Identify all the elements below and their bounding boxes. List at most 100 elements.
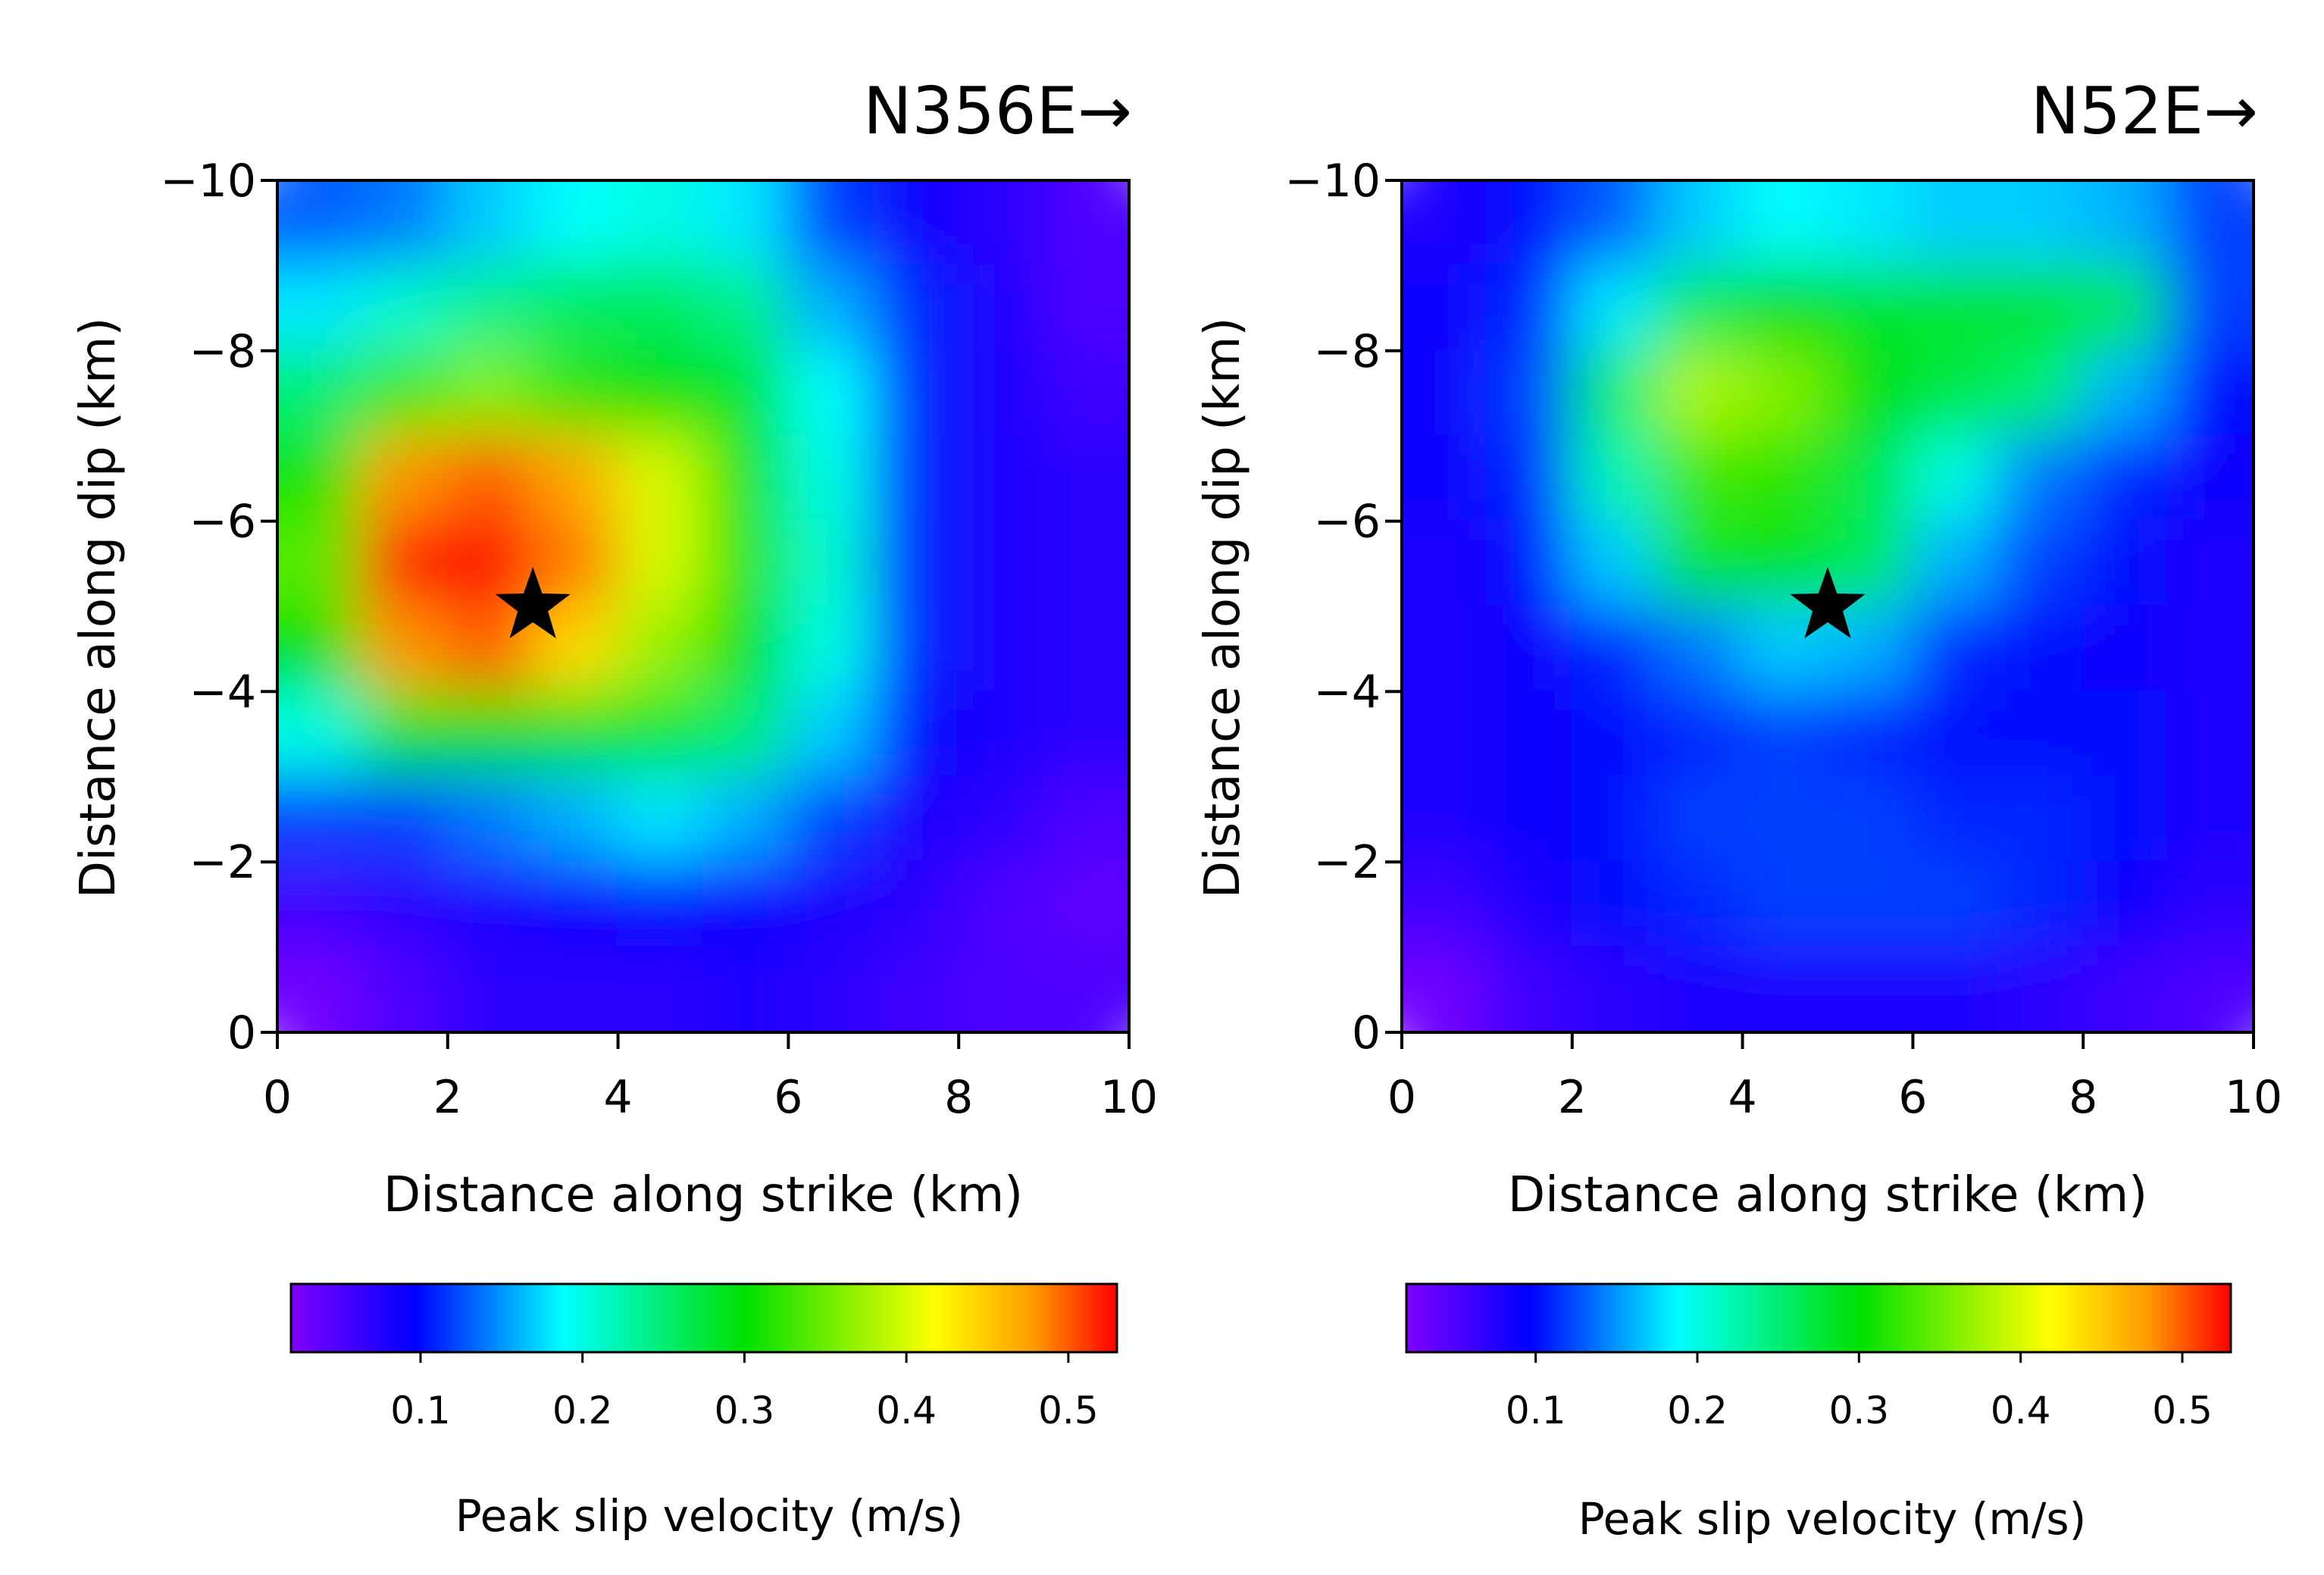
heatmap-cell	[1485, 775, 1574, 864]
x-axis-label: Distance along strike (km)	[1508, 1167, 2147, 1223]
plot-area: 0 2 4 6 8 10 −10 −8 −6 −4 −2 0 Distance along strike…	[1195, 155, 2282, 1223]
heatmap-cell	[1042, 690, 1129, 778]
heatmap-cell	[1042, 180, 1129, 268]
colorbar-gradient	[289, 1282, 1118, 1354]
heatmap-cell	[1485, 180, 1574, 268]
heatmap-cell	[702, 434, 790, 523]
heatmap-cell	[531, 775, 620, 864]
heatmap-cell	[2082, 605, 2170, 694]
heatmap-cell	[277, 945, 364, 1032]
heatmap-edge-cell	[2252, 519, 2254, 608]
heatmap-edge-cell	[2252, 605, 2254, 694]
heatmap-cell	[787, 775, 875, 864]
heatmap-cell	[2166, 775, 2254, 864]
heatmap-cell	[2082, 690, 2170, 778]
heatmap-cell	[871, 605, 961, 694]
plot-frame	[1400, 179, 2255, 1034]
heatmap-edge-cell	[277, 180, 364, 182]
x-tick-label: 4	[1728, 1071, 1757, 1124]
heatmap-cell	[1570, 775, 1659, 864]
plot-frame	[276, 179, 1131, 1034]
panel-title: N52E→	[2031, 74, 2258, 149]
heatmap-cell	[277, 264, 364, 352]
heatmap-cell	[2082, 434, 2170, 523]
heatmap-cell	[957, 690, 1046, 778]
heatmap-cell	[361, 349, 449, 438]
heatmap-edge-cell	[1128, 180, 1129, 268]
heatmap-cell	[2166, 945, 2254, 1032]
heatmap-cell	[1996, 519, 2085, 608]
heatmap-cell	[1570, 945, 1659, 1032]
heatmap-edge-cell	[2252, 860, 2254, 949]
colorbar-tick-label: 0.1	[1506, 1389, 1566, 1433]
heatmap-cell	[871, 434, 961, 523]
heatmap-cell	[1485, 434, 1574, 523]
colorbar-tick-label: 0.3	[1829, 1389, 1890, 1433]
heatmap-edge-cell	[2252, 264, 2254, 352]
heatmap-cell	[957, 434, 1046, 523]
heatmap-cell	[1996, 349, 2085, 438]
heatmap-cell	[702, 945, 790, 1032]
heatmap-cell	[1741, 690, 1829, 778]
heatmap-cell	[957, 180, 1046, 268]
heatmap-cell	[871, 264, 961, 352]
heatmap-cell	[446, 434, 535, 523]
heatmap-edge-cell	[702, 180, 790, 182]
heatmap-cell	[446, 180, 535, 268]
heatmap-cell	[1996, 605, 2085, 694]
colorbar-tick-label: 0.4	[1991, 1389, 2051, 1433]
heatmap-cell	[2166, 690, 2254, 778]
heatmap-cell	[531, 264, 620, 352]
x-tick-label: 4	[604, 1071, 633, 1124]
heatmap-cell	[1996, 264, 2085, 352]
heatmap-cell	[531, 690, 620, 778]
heatmap-cell	[702, 860, 790, 949]
heatmap-edge-cell	[1826, 180, 1915, 182]
heatmap-cell	[446, 945, 535, 1032]
heatmap-edge-cell	[1911, 180, 2000, 182]
heatmap-cell	[1485, 860, 1574, 949]
heatmap-cell	[361, 605, 449, 694]
heatmap-cell	[1570, 180, 1659, 268]
heatmap-cell	[531, 945, 620, 1032]
heatmap-cell	[1656, 860, 1744, 949]
heatmap-cell	[1741, 180, 1829, 268]
heatmap-cells	[277, 180, 1129, 1032]
heatmap-cell	[446, 775, 535, 864]
heatmap-cell	[1741, 775, 1829, 864]
heatmap-cell	[2166, 349, 2254, 438]
heatmap-cell	[1826, 690, 1915, 778]
heatmap-cell	[871, 690, 961, 778]
y-tick-label: −10	[160, 155, 256, 208]
heatmap-cell	[277, 775, 364, 864]
heatmap-cell	[531, 349, 620, 438]
heatmap-cell	[1826, 264, 1915, 352]
heatmap-cell	[1042, 434, 1129, 523]
heatmap-cell	[277, 860, 364, 949]
heatmap-cell	[1485, 349, 1574, 438]
heatmap-cell	[616, 264, 705, 352]
heatmap-cell	[2082, 264, 2170, 352]
x-tick-label: 10	[2225, 1071, 2282, 1124]
heatmap-cell	[957, 775, 1046, 864]
heatmap-cell	[277, 349, 364, 438]
heatmap-cell	[2166, 264, 2254, 352]
heatmap-cell	[787, 180, 875, 268]
heatmap-cell	[1042, 775, 1129, 864]
heatmap-cell	[787, 349, 875, 438]
heatmap-cell	[1656, 605, 1744, 694]
heatmap-cell	[957, 605, 1046, 694]
heatmap-cell	[1996, 690, 2085, 778]
heatmap-cell	[1570, 349, 1659, 438]
heatmap-cell	[1911, 349, 2000, 438]
heatmap-edge-cell	[2252, 434, 2254, 523]
heatmap-cell	[1042, 945, 1129, 1032]
panel-n52e: N52E→ 0 2 4 6 8 10 −10 −8 −6 −4 −2 0 Distance along …	[1195, 74, 2282, 1545]
heatmap-cell	[1826, 945, 1915, 1032]
heatmap-cell	[1402, 775, 1489, 864]
heatmap-cell	[1402, 945, 1489, 1032]
heatmap-cell	[1570, 690, 1659, 778]
y-tick-label: −8	[189, 325, 256, 378]
heatmap-edge-cell	[2252, 690, 2254, 778]
